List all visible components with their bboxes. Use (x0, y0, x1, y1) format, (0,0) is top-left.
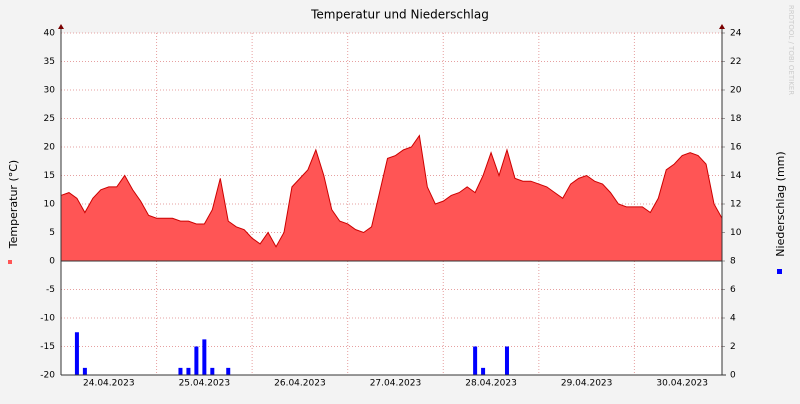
y-tick-label: 40 (44, 29, 56, 39)
x-tick-label: 27.04.2023 (370, 379, 422, 389)
y2-tick-label: 12 (730, 200, 741, 210)
y-tick-label: 25 (44, 114, 55, 124)
y2-tick-label: 20 (730, 86, 742, 96)
y2-tick-label: 18 (730, 114, 742, 124)
y-tick-label: 15 (44, 171, 55, 181)
x-tick-label: 30.04.2023 (656, 379, 708, 389)
precipitation-bar (210, 367, 215, 375)
y2-tick-label: 10 (730, 228, 742, 238)
x-tick-label: 28.04.2023 (465, 379, 517, 389)
y-tick-label: 0 (49, 257, 55, 267)
precipitation-bar (186, 367, 191, 375)
y-axis-title: Temperatur (°C) (7, 160, 20, 249)
y2-axis-title: Niederschlag (mm) (774, 151, 787, 256)
y2-tick-label: 24 (730, 29, 742, 39)
y2-tick-label: 22 (730, 57, 741, 67)
temperature-line (60, 134, 723, 248)
watermark: RRDTOOL / TOBI OETIKER (787, 5, 795, 95)
x-tick-label: 29.04.2023 (561, 379, 613, 389)
arrow (719, 24, 725, 29)
y-tick-label: -15 (40, 342, 55, 352)
y2-tick-label: 6 (730, 285, 736, 295)
y-tick-label: 20 (44, 143, 56, 153)
arrow (58, 24, 64, 29)
precipitation-bar (202, 339, 207, 375)
precipitation-bar (504, 346, 509, 375)
y-tick-label: 35 (44, 57, 55, 67)
precipitation-bar (74, 332, 79, 375)
y-tick-label: -20 (40, 371, 55, 381)
x-tick-label: 24.04.2023 (83, 379, 135, 389)
precipitation-bar (194, 346, 199, 375)
y-tick-label: -5 (46, 285, 55, 295)
precipitation-bar (178, 367, 183, 375)
y2-tick-label: 4 (730, 314, 736, 324)
precipitation-bar (82, 367, 87, 375)
y2-tick-label: 2 (730, 342, 736, 352)
y2-tick-label: 14 (730, 171, 742, 181)
y2-tick-label: 16 (730, 143, 742, 153)
temperature-area (61, 135, 722, 261)
y-tick-label: -10 (40, 314, 55, 324)
precipitation-bar (481, 367, 486, 375)
x-tick-label: 25.04.2023 (179, 379, 231, 389)
x-tick-label: 26.04.2023 (274, 379, 326, 389)
precipitation-bar (226, 367, 231, 375)
legend-marker (777, 269, 782, 274)
y2-tick-label: 8 (730, 257, 736, 267)
legend-marker (8, 260, 12, 264)
y-tick-label: 10 (44, 200, 56, 210)
precipitation-bar (473, 346, 478, 375)
y2-tick-label: 0 (730, 371, 736, 381)
chart-title: Temperatur und Niederschlag (310, 8, 489, 22)
y-tick-label: 30 (44, 86, 56, 96)
y-tick-label: 5 (49, 228, 55, 238)
